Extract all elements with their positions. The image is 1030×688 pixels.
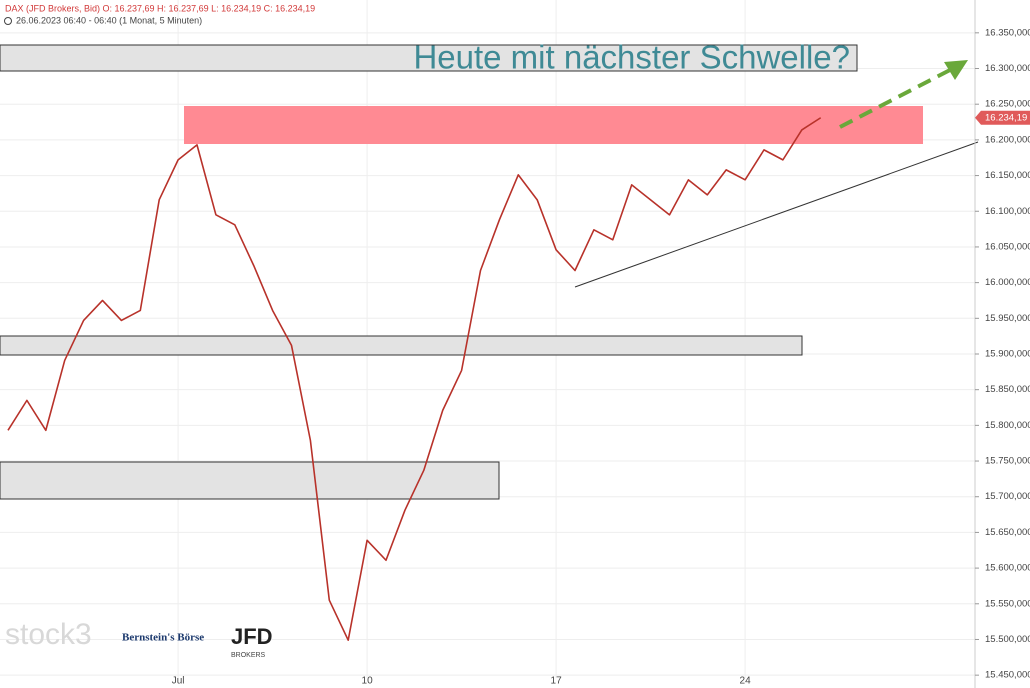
- zone-box: [0, 335, 803, 356]
- price-marker: [975, 110, 1030, 125]
- y-tick-label: 15.800,000: [985, 420, 1030, 431]
- y-tick-label: 15.850,000: [985, 384, 1030, 395]
- last-price-label: 16.234,19: [985, 112, 1027, 123]
- zone-box: [0, 44, 858, 72]
- y-tick-label: 15.500,000: [985, 634, 1030, 645]
- price-line: [7, 117, 822, 641]
- logo: BROKERS: [231, 652, 266, 659]
- y-tick-label: 16.000,000: [985, 277, 1030, 288]
- chart-subtitle: 26.06.2023 06:40 - 06:40 (1 Monat, 5 Min…: [16, 15, 202, 25]
- y-tick-label: 16.050,000: [985, 241, 1030, 252]
- y-tick-label: 15.650,000: [985, 527, 1030, 538]
- y-tick-label: 16.250,000: [985, 99, 1030, 110]
- resistance-zone: [184, 106, 923, 144]
- y-tick-label: 15.550,000: [985, 598, 1030, 609]
- x-tick-label: 10: [362, 676, 374, 687]
- logo: JFD: [231, 624, 273, 649]
- y-tick-label: 15.700,000: [985, 491, 1030, 502]
- y-tick-label: 16.150,000: [985, 170, 1030, 181]
- x-tick-label: 17: [551, 676, 563, 687]
- annotation: Heute mit nächster Schwelle?: [413, 39, 850, 76]
- y-tick-label: 16.200,000: [985, 134, 1030, 145]
- trend-line: [574, 141, 979, 288]
- y-tick-label: 15.950,000: [985, 313, 1030, 324]
- y-tick-label: 15.750,000: [985, 456, 1030, 467]
- y-tick-label: 16.300,000: [985, 63, 1030, 74]
- y-tick-label: 16.100,000: [985, 206, 1030, 217]
- y-tick-label: 15.600,000: [985, 563, 1030, 574]
- chart-title: DAX (JFD Brokers, Bid) O: 16.237,69 H: 1…: [5, 3, 315, 13]
- y-tick-label: 16.350,000: [985, 27, 1030, 38]
- x-tick-label: Jul: [172, 676, 185, 687]
- clock-icon: [4, 17, 12, 25]
- y-tick-label: 15.450,000: [985, 670, 1030, 681]
- zone-box: [0, 461, 500, 500]
- y-tick-label: 15.900,000: [985, 349, 1030, 360]
- logo: Bernstein's Börse: [122, 632, 204, 644]
- arrow-head: [944, 60, 968, 80]
- logo: stock3: [5, 618, 92, 651]
- x-tick-label: 24: [740, 676, 752, 687]
